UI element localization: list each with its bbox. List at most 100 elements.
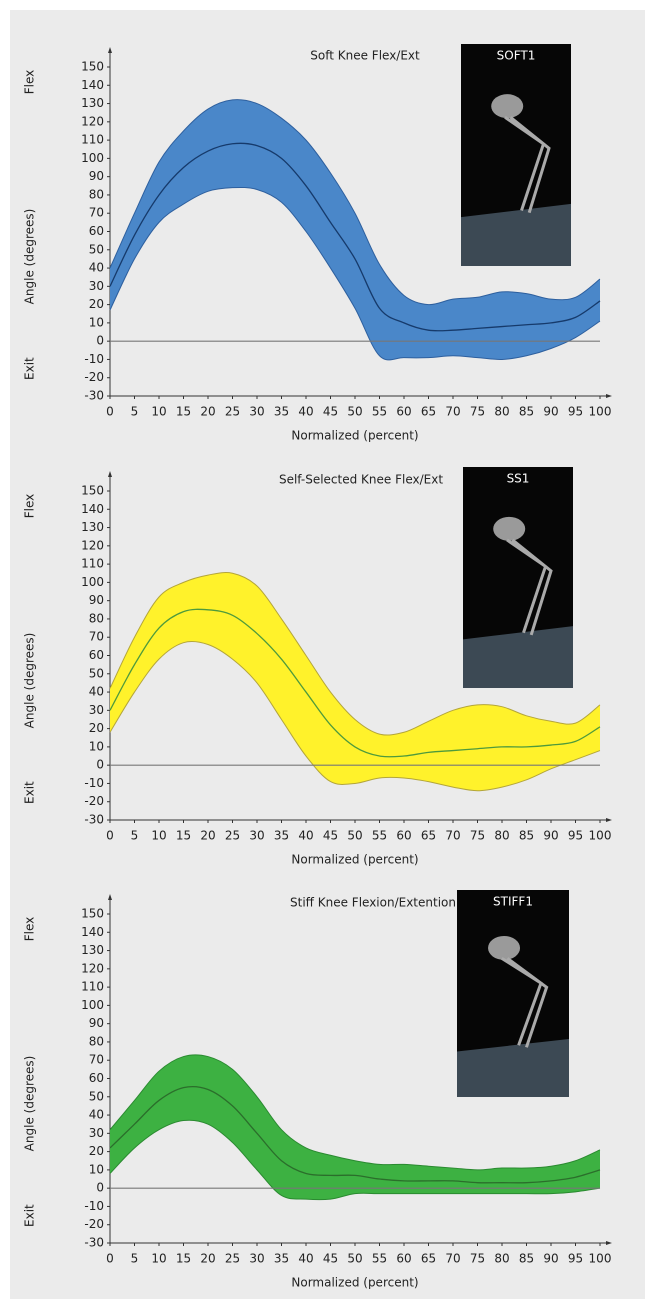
x-tick-label: 0	[106, 405, 114, 419]
y-tick-label: 60	[89, 224, 104, 238]
y-tick-label: -30	[84, 389, 104, 403]
y-tick-label: 70	[89, 1053, 104, 1067]
y-tick-label: -20	[84, 370, 104, 384]
x-tick-label: 90	[543, 829, 558, 843]
x-tick-label: 60	[396, 829, 411, 843]
x-tick-label: 40	[298, 1252, 313, 1266]
x-tick-label: 30	[249, 1252, 264, 1266]
y-tick-label: -10	[84, 1199, 104, 1213]
x-tick-label: 35	[274, 829, 289, 843]
y-tick-label: 90	[89, 593, 104, 607]
x-tick-label: 70	[445, 1252, 460, 1266]
y-tick-label: 110	[81, 133, 104, 147]
y-tick-label: 50	[89, 666, 104, 680]
x-tick-label: 20	[200, 829, 215, 843]
image-pelvis	[493, 516, 526, 541]
x-tick-label: 30	[249, 829, 264, 843]
image-platform	[457, 1039, 569, 1097]
x-tick-label: 10	[151, 1252, 166, 1266]
x-tick-label: 35	[274, 405, 289, 419]
x-tick-label: 80	[494, 405, 509, 419]
y-tick-label: 70	[89, 630, 104, 644]
x-tick-label: 85	[519, 405, 534, 419]
image-platform	[463, 626, 573, 688]
x-tick-label: 100	[589, 1252, 612, 1266]
y-tick-label: 20	[89, 721, 104, 735]
mean-line	[109, 608, 601, 758]
x-tick-label: 5	[131, 405, 139, 419]
x-tick-label: 10	[151, 829, 166, 843]
chart-title: Self-Selected Knee Flex/Ext	[279, 473, 443, 487]
y-tick-label: 0	[96, 334, 104, 348]
x-tick-label: 60	[396, 405, 411, 419]
y-tick-label: 80	[89, 187, 104, 201]
y-tick-label: 80	[89, 611, 104, 625]
band-upper-edge	[109, 572, 601, 736]
x-tick-label: 25	[225, 1252, 240, 1266]
y-tick-label: -10	[84, 352, 104, 366]
y-tick-label: 120	[81, 114, 104, 128]
image-platform	[461, 203, 571, 266]
x-tick-label: 15	[176, 1252, 191, 1266]
y-tick-label: 70	[89, 206, 104, 220]
y-tick-label: 30	[89, 279, 104, 293]
x-tick-label: 70	[445, 405, 460, 419]
band-area	[110, 1054, 600, 1200]
chart-title: Soft Knee Flex/Ext	[310, 49, 420, 63]
y-tick-label: 0	[96, 758, 104, 772]
band-lower-edge	[109, 186, 601, 361]
y-axis-arrow	[108, 471, 112, 477]
x-tick-label: 25	[225, 405, 240, 419]
x-tick-label: 75	[470, 1252, 485, 1266]
y-tick-label: 120	[81, 538, 104, 552]
y-tick-label: 110	[81, 980, 104, 994]
y-tick-label: 120	[81, 961, 104, 975]
x-axis-label: Normalized (percent)	[291, 429, 418, 443]
band-area	[110, 572, 600, 791]
y-bottom-label: Exit	[23, 357, 37, 380]
x-tick-label: 40	[298, 829, 313, 843]
x-tick-label: 5	[131, 1252, 139, 1266]
y-tick-label: -30	[84, 813, 104, 827]
y-tick-label: 20	[89, 297, 104, 311]
y-top-label: Flex	[23, 917, 37, 942]
mean-line	[109, 142, 601, 332]
x-tick-label: 80	[494, 1252, 509, 1266]
band-lower-edge	[109, 640, 601, 792]
image-label: SS1	[507, 472, 530, 486]
x-tick-label: 55	[372, 405, 387, 419]
x-tick-label: 85	[519, 829, 534, 843]
y-tick-label: 140	[81, 502, 104, 516]
x-tick-label: 10	[151, 405, 166, 419]
x-tick-label: 90	[543, 1252, 558, 1266]
y-tick-label: 40	[89, 1108, 104, 1122]
band-lower-edge	[109, 1119, 601, 1201]
x-tick-label: 55	[372, 1252, 387, 1266]
y-tick-label: 130	[81, 96, 104, 110]
x-tick-label: 75	[470, 829, 485, 843]
y-tick-label: 140	[81, 78, 104, 92]
y-tick-label: -30	[84, 1236, 104, 1250]
x-tick-label: 15	[176, 829, 191, 843]
y-tick-label: 110	[81, 557, 104, 571]
y-tick-label: 10	[89, 315, 104, 329]
y-tick-label: 10	[89, 1162, 104, 1176]
y-tick-label: 100	[81, 998, 104, 1012]
y-axis-label: Angle (degrees)	[23, 1056, 37, 1152]
y-tick-label: 60	[89, 648, 104, 662]
y-tick-label: 60	[89, 1071, 104, 1085]
x-tick-label: 25	[225, 829, 240, 843]
image-pelvis	[488, 935, 521, 960]
y-tick-label: 30	[89, 1126, 104, 1140]
y-tick-label: 130	[81, 520, 104, 534]
image-legs	[506, 538, 553, 636]
y-tick-label: 90	[89, 169, 104, 183]
x-tick-label: 30	[249, 405, 264, 419]
y-tick-label: 50	[89, 1089, 104, 1103]
y-axis-arrow	[108, 47, 112, 53]
band-upper-edge	[109, 99, 601, 306]
chart-title: Stiff Knee Flexion/Extention	[290, 896, 456, 910]
y-tick-label: 140	[81, 925, 104, 939]
x-tick-label: 50	[347, 829, 362, 843]
y-tick-label: 150	[81, 484, 104, 498]
